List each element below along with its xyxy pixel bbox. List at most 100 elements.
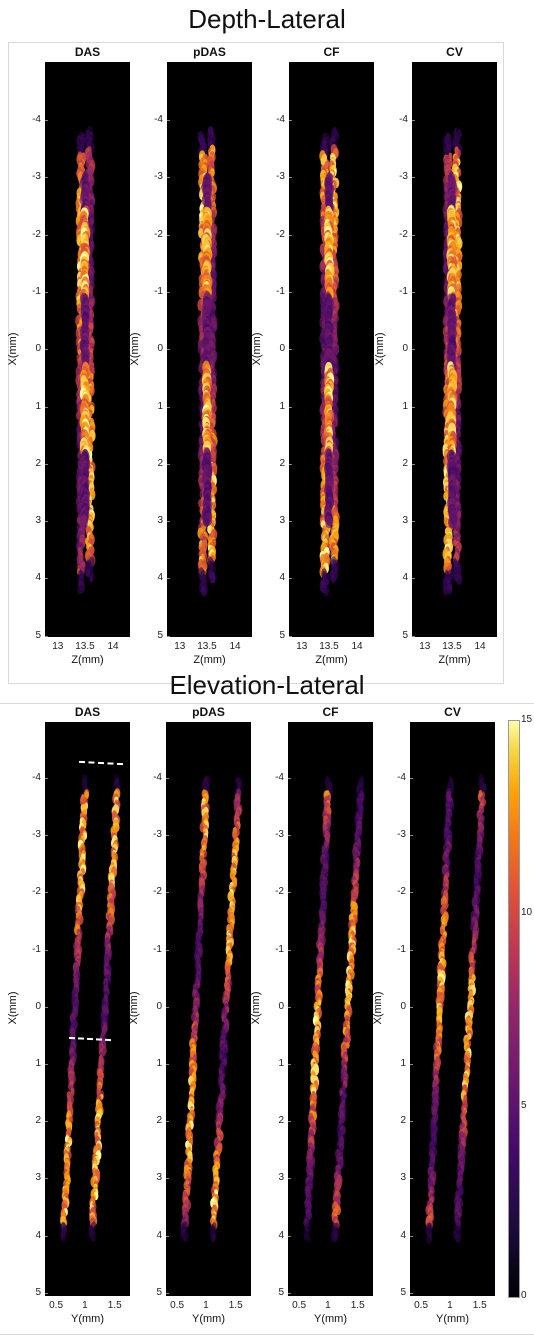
heatmap-svg [410, 722, 495, 1296]
panel-title: pDAS [166, 705, 251, 719]
heatmap-blob [80, 515, 88, 530]
y-tick-mark [289, 235, 292, 236]
y-tick-label: 4 [147, 572, 163, 583]
y-tick-label: 3 [268, 1172, 284, 1183]
y-tick-label: -4 [25, 114, 41, 125]
x-tick-label: 0.5 [165, 1300, 189, 1311]
y-tick-label: -2 [269, 229, 285, 240]
heatmap-image [410, 722, 495, 1296]
y-tick-mark [45, 235, 48, 236]
y-tick-mark [45, 521, 48, 522]
heatmap-svg [167, 62, 252, 637]
y-tick-label: -4 [269, 114, 285, 125]
x-axis-label: Z(mm) [435, 654, 475, 666]
y-tick-mark [412, 636, 415, 637]
y-tick-mark [288, 835, 291, 836]
y-tick-mark [167, 407, 170, 408]
y-tick-label: -1 [269, 286, 285, 297]
y-tick-mark [289, 578, 292, 579]
y-tick-mark [45, 349, 48, 350]
y-tick-label: -4 [268, 772, 284, 783]
y-tick-label: 1 [146, 1058, 162, 1069]
x-axis-label: Z(mm) [312, 654, 352, 666]
y-tick-mark [45, 1293, 48, 1294]
y-axis-label: X(mm) [128, 988, 140, 1028]
x-tick-label: 0.5 [287, 1300, 311, 1311]
y-tick-mark [166, 778, 169, 779]
x-tick-label: 1 [194, 1300, 218, 1311]
y-tick-mark [412, 120, 415, 121]
y-tick-mark [288, 892, 291, 893]
y-tick-label: 5 [268, 1287, 284, 1298]
panel-title: DAS [45, 45, 130, 59]
y-tick-label: 2 [392, 458, 408, 469]
y-tick-label: 3 [25, 515, 41, 526]
y-tick-label: 3 [146, 1172, 162, 1183]
y-tick-mark [45, 1064, 48, 1065]
heatmap-svg [289, 62, 374, 637]
y-tick-mark [288, 1293, 291, 1294]
heatmap-blob [91, 1235, 95, 1242]
y-tick-label: 2 [268, 1115, 284, 1126]
y-tick-mark [45, 835, 48, 836]
y-tick-label: 4 [25, 1230, 41, 1241]
heatmap-image [45, 62, 130, 637]
y-tick-label: -2 [147, 229, 163, 240]
y-tick-label: 0 [269, 343, 285, 354]
x-tick-label: 13.5 [317, 641, 341, 652]
y-axis-label: X(mm) [250, 988, 262, 1028]
y-tick-mark [289, 521, 292, 522]
y-tick-mark [167, 464, 170, 465]
x-tick-label: 13.5 [195, 641, 219, 652]
y-tick-label: 4 [25, 572, 41, 583]
y-tick-label: -2 [25, 229, 41, 240]
x-tick-label: 13 [168, 641, 192, 652]
y-axis-label: X(mm) [7, 329, 19, 369]
y-tick-label: 0 [146, 1001, 162, 1012]
y-tick-mark [412, 578, 415, 579]
top-section-title: Depth-Lateral [0, 4, 534, 35]
heatmap-blob [89, 576, 93, 583]
y-tick-mark [167, 521, 170, 522]
heatmap-image [45, 722, 130, 1296]
x-tick-label: 13 [290, 641, 314, 652]
y-tick-mark [288, 1064, 291, 1065]
y-tick-label: -3 [25, 171, 41, 182]
y-tick-mark [289, 177, 292, 178]
heatmap-image [412, 62, 497, 637]
y-tick-label: -2 [392, 229, 408, 240]
y-tick-label: -2 [268, 886, 284, 897]
y-tick-label: -1 [146, 944, 162, 955]
heatmap-blob [61, 1235, 65, 1242]
y-tick-label: 1 [269, 401, 285, 412]
y-tick-label: -3 [147, 171, 163, 182]
y-tick-label: -3 [25, 829, 41, 840]
y-tick-mark [166, 835, 169, 836]
heatmap-blob [456, 574, 462, 585]
y-tick-mark [45, 292, 48, 293]
heatmap-blob [443, 586, 448, 596]
y-tick-mark [166, 1064, 169, 1065]
y-tick-label: 0 [392, 343, 408, 354]
x-axis-label: Y(mm) [189, 1313, 229, 1325]
y-tick-mark [45, 1178, 48, 1179]
y-tick-mark [412, 521, 415, 522]
heatmap-image [288, 722, 373, 1296]
y-tick-label: 5 [269, 630, 285, 641]
y-tick-label: 5 [392, 630, 408, 641]
heatmap-svg [45, 62, 130, 637]
y-tick-label: -1 [25, 944, 41, 955]
x-tick-label: 1.5 [346, 1300, 370, 1311]
y-tick-label: 1 [147, 401, 163, 412]
x-tick-label: 14 [223, 641, 247, 652]
y-tick-mark [45, 1007, 48, 1008]
y-tick-label: 0 [25, 343, 41, 354]
heatmap-blob [334, 1235, 338, 1242]
panel-title: CF [288, 705, 373, 719]
y-tick-mark [45, 778, 48, 779]
heatmap-svg [288, 722, 373, 1296]
panel-title: CV [412, 45, 497, 59]
y-tick-label: 5 [25, 630, 41, 641]
